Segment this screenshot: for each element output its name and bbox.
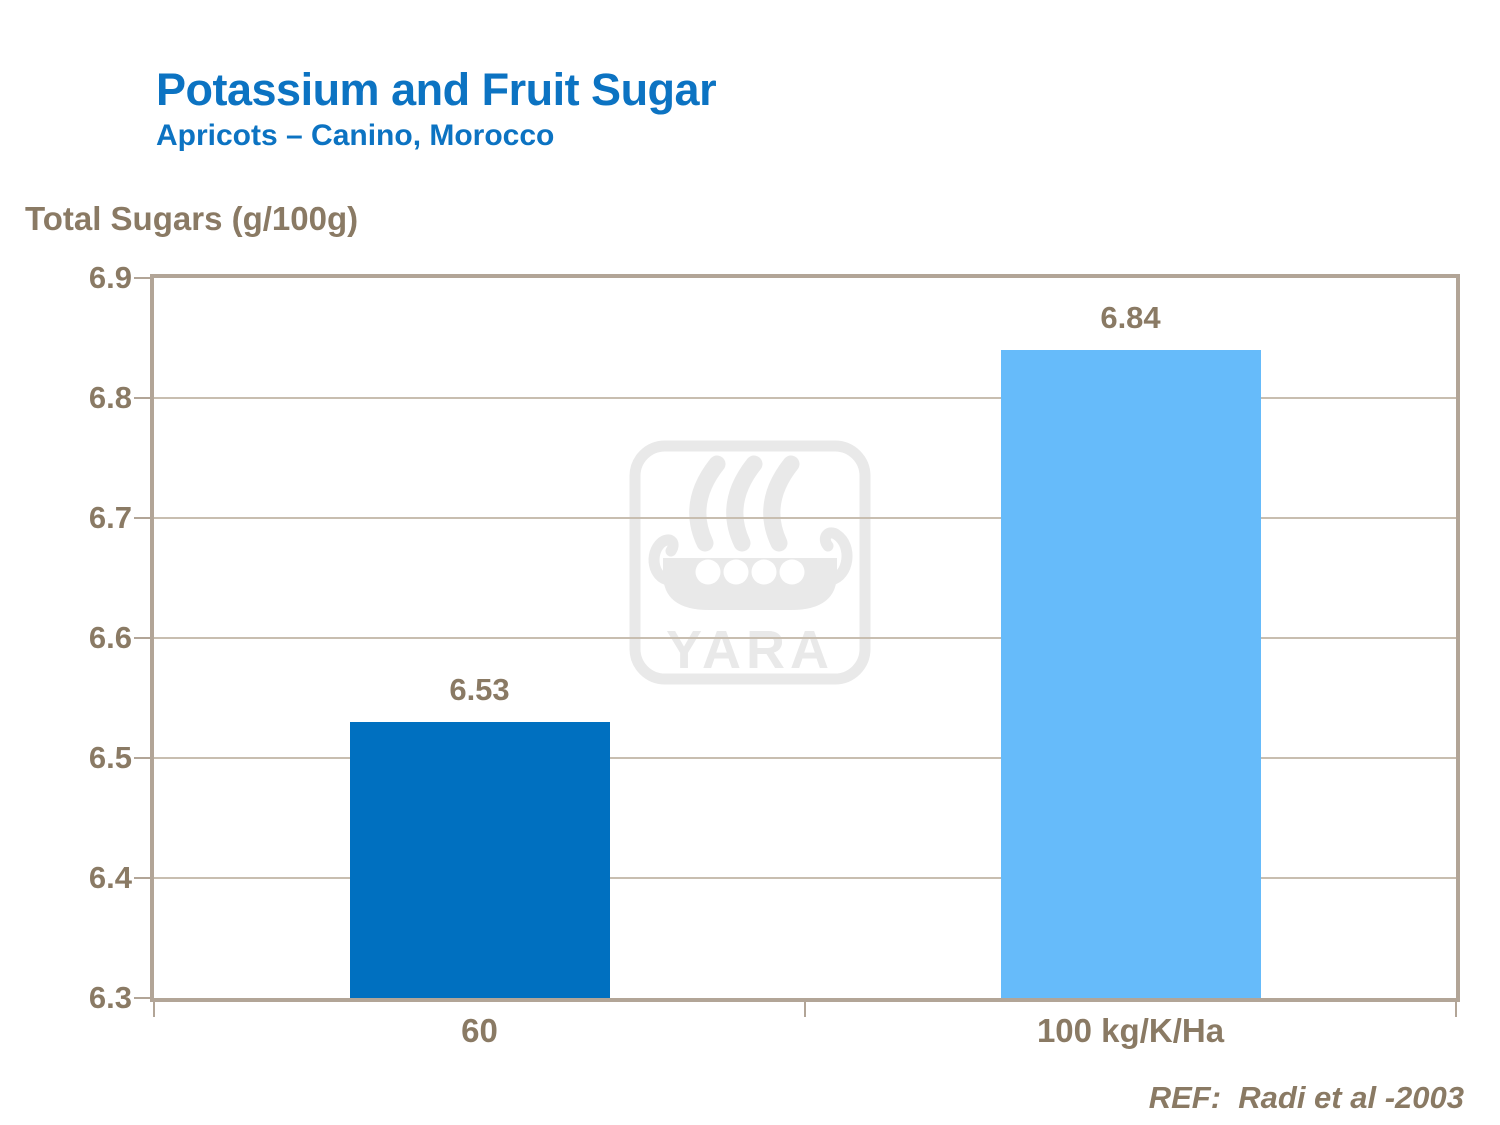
y-tick-mark xyxy=(134,757,150,759)
y-tick-mark xyxy=(134,517,150,519)
x-tick-mark xyxy=(804,1001,806,1017)
y-tick-mark xyxy=(134,997,150,999)
x-category-label-60: 60 xyxy=(461,1012,498,1049)
y-tick-mark xyxy=(134,877,150,879)
yara-ship-hull-icon xyxy=(648,527,853,610)
plot-area: YARA 6.53 6.84 xyxy=(150,274,1460,1002)
y-tick-label-6.3: 6.3 xyxy=(88,980,132,1015)
x-tick-mark xyxy=(153,1001,155,1017)
y-tick-label-6.6: 6.6 xyxy=(88,620,132,655)
y-tick-mark xyxy=(134,637,150,639)
gridline xyxy=(154,757,1456,759)
y-tick-mark xyxy=(134,397,150,399)
bar-100-kg-k-ha xyxy=(1000,350,1261,998)
yara-ship-sails-icon xyxy=(689,455,800,552)
gridline xyxy=(154,517,1456,519)
x-category-label-100-kg-k-ha: 100 kg/K/Ha xyxy=(1036,1012,1225,1049)
chart-subtitle: Apricots – Canino, Morocco xyxy=(156,118,555,152)
y-tick-label-6.5: 6.5 xyxy=(88,740,132,775)
y-axis-title: Total Sugars (g/100g) xyxy=(25,200,359,237)
yara-logo-frame xyxy=(629,440,871,685)
y-tick-label-6.8: 6.8 xyxy=(88,380,132,415)
bar-value-label-100-kg-k-ha: 6.84 xyxy=(1100,300,1161,335)
x-tick-mark xyxy=(1455,1001,1457,1017)
y-tick-label-6.7: 6.7 xyxy=(88,500,132,535)
gridline xyxy=(154,877,1456,879)
bar-60 xyxy=(349,722,610,998)
yara-watermark-logo: YARA xyxy=(629,440,871,685)
title-block: Potassium and Fruit Sugar Apricots – Can… xyxy=(156,64,717,154)
y-tick-label-6.4: 6.4 xyxy=(88,860,132,895)
reference-note: REF: Radi et al -2003 xyxy=(1148,1080,1464,1115)
chart-title: Potassium and Fruit Sugar xyxy=(156,64,717,115)
bar-value-label-60: 6.53 xyxy=(449,672,510,707)
gridline xyxy=(154,397,1456,399)
y-tick-label-6.9: 6.9 xyxy=(88,260,132,295)
gridline xyxy=(154,637,1456,639)
y-tick-mark xyxy=(134,277,150,279)
yara-wordmark: YARA xyxy=(666,620,834,680)
